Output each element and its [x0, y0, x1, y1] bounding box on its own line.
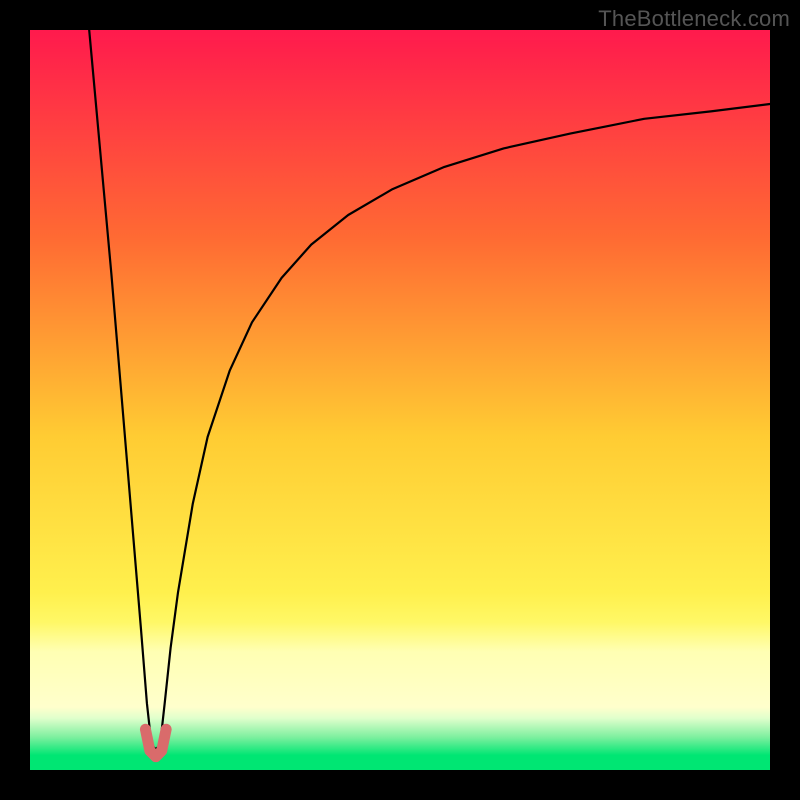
plot-background: [30, 30, 770, 770]
chart-container: TheBottleneck.com: [0, 0, 800, 800]
watermark-text: TheBottleneck.com: [598, 6, 790, 32]
bottleneck-chart: [0, 0, 800, 800]
